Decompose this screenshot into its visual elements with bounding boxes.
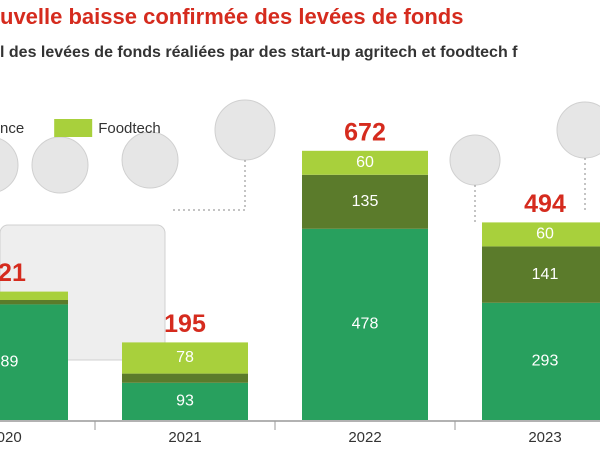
total-label: 321 xyxy=(0,259,26,287)
value-label: 93 xyxy=(176,393,194,410)
x-tick-label: 2020 xyxy=(0,429,22,446)
legend-label: nce xyxy=(0,120,24,137)
bar-segment xyxy=(302,174,428,229)
total-label: 672 xyxy=(344,118,386,146)
x-tick-label: 2021 xyxy=(168,429,201,446)
value-label: 293 xyxy=(532,353,559,370)
value-label: 60 xyxy=(536,226,554,243)
legend-label: Foodtech xyxy=(98,120,161,137)
bar-segment xyxy=(122,342,248,374)
bar-segment xyxy=(122,373,248,383)
chart-subtitle: l des levées de fonds réaliées par des s… xyxy=(0,44,518,61)
x-tick-label: 2023 xyxy=(528,429,561,446)
dotted-lines xyxy=(172,158,586,222)
bar-segment xyxy=(0,300,68,305)
bar-segment xyxy=(0,291,68,300)
chart-title: uvelle baisse confirmée des levées de fo… xyxy=(0,4,463,29)
value-label: 60 xyxy=(356,154,374,171)
total-label: 494 xyxy=(524,190,566,218)
bar-segment xyxy=(482,302,600,420)
bar-segment xyxy=(482,246,600,303)
value-label: 141 xyxy=(532,266,559,283)
bar-segment xyxy=(302,150,428,175)
x-tick-label: 2022 xyxy=(348,429,381,446)
bar-segment xyxy=(482,222,600,247)
bar-segment xyxy=(302,228,428,420)
value-label: 478 xyxy=(352,316,379,333)
value-label: 289 xyxy=(0,353,18,370)
total-label: 195 xyxy=(164,310,206,338)
value-label: 135 xyxy=(352,193,379,210)
legend-swatch xyxy=(54,119,93,137)
value-label: 78 xyxy=(176,349,194,366)
bar-segment xyxy=(122,382,248,420)
bar-segment xyxy=(0,304,68,420)
